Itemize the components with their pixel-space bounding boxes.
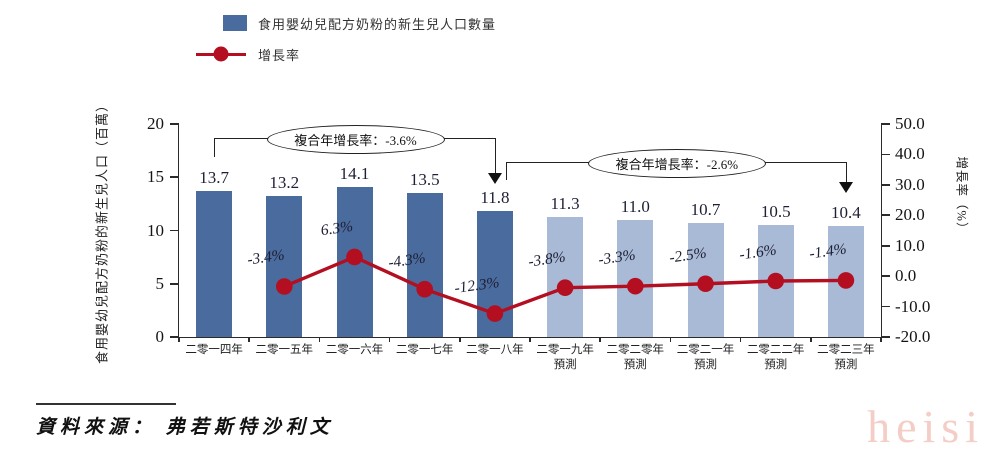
x-axis-boundary-tick (810, 337, 812, 342)
legend-item-newborns: 食用嬰幼兒配方奶粉的新生兒人口數量 (196, 12, 496, 34)
bar-value-label: 11.3 (550, 193, 580, 213)
right-axis-tick (881, 275, 890, 277)
bar-value-label: 13.2 (269, 173, 300, 193)
left-axis-tick (170, 123, 179, 125)
right-axis-tick-label: -20.0 (895, 327, 931, 346)
plot-area: 13.7 二零一四年 13.2 二零一五年 14.1 二零一六年 13.5 二零一七年 11.8… (147, 114, 930, 371)
source-text: 資料來源： 弗若斯特沙利文 (36, 417, 334, 438)
legend-item-growth-rate: 增長率 (196, 43, 496, 65)
growth-rate-marker (486, 305, 504, 322)
cagr-bracket-right-drop (845, 162, 847, 182)
right-axis-tick (881, 184, 890, 186)
right-axis-tick (881, 244, 890, 247)
bar-value-label: 13.5 (409, 170, 440, 190)
x-axis-boundary-tick (459, 337, 461, 342)
cagr-bracket-right-drop (494, 138, 496, 173)
growth-rate-marker (556, 279, 574, 297)
x-axis-label: 二零一六年 (325, 344, 384, 356)
growth-rate-marker (767, 272, 784, 290)
bar-value-label: 10.7 (690, 200, 721, 220)
cagr-arrow-down-icon (839, 182, 854, 193)
legend-label: 食用嬰幼兒配方奶粉的新生兒人口數量 (258, 16, 497, 32)
x-axis-boundary-tick (599, 337, 601, 342)
left-axis-tick-label: 10 (147, 220, 164, 240)
x-axis-label: 二零二二年 預測 (746, 344, 805, 371)
right-axis-tick (881, 123, 890, 125)
x-axis-label: 二零一八年 (466, 344, 524, 356)
right-axis-tick (881, 214, 890, 217)
right-axis-tick-label: 20.0 (895, 205, 925, 225)
right-axis-tick-label: 50.0 (895, 114, 925, 133)
x-axis-boundary-tick (880, 337, 882, 342)
bar-swatch-icon (223, 15, 247, 31)
x-axis-label: 二零二三年 預測 (817, 344, 875, 371)
x-axis-label: 二零二零年 預測 (606, 344, 665, 371)
cagr-bracket-left-drop (505, 162, 507, 180)
bar-value-label: 11.8 (480, 188, 510, 208)
left-axis-tick-label: 15 (147, 167, 164, 187)
growth-rate-marker (416, 280, 433, 298)
x-axis-label: 二零一四年 (185, 344, 243, 356)
x-axis-label: 二零一七年 (395, 344, 454, 356)
x-axis-boundary-tick (669, 337, 672, 342)
cagr-arrow-down-icon (488, 173, 503, 184)
growth-rate-marker (627, 277, 644, 295)
left-axis-tick (170, 282, 179, 285)
left-axis-title: 食用嬰幼兒配方奶粉的新生兒人口（百萬） (94, 97, 110, 365)
cagr-label-oval: 複合年增長率：-2.6% (587, 148, 766, 178)
right-axis-tick-label: 40.0 (895, 144, 925, 164)
bar-value-label: 10.4 (831, 203, 861, 223)
left-axis-tick (170, 229, 179, 232)
cagr-label-oval: 複合年增長率：-3.6% (266, 124, 445, 154)
x-axis-boundary-tick (178, 337, 180, 342)
right-axis-tick-label: 0.0 (895, 266, 917, 286)
x-axis-label: 二零一五年 (255, 344, 314, 356)
bar-value-label: 11.0 (620, 196, 650, 216)
bar-二零一九年 (547, 216, 584, 337)
x-axis-boundary-tick (739, 337, 742, 342)
right-axis-tick (881, 305, 890, 308)
x-axis-boundary-tick (318, 337, 321, 342)
right-axis-title: 增長率（%） (954, 156, 969, 236)
bar-二零一四年 (196, 191, 233, 337)
growth-rate-marker (346, 248, 363, 266)
source-divider (36, 403, 176, 405)
right-axis-tick (881, 336, 890, 338)
left-axis-tick-label: 0 (155, 327, 165, 346)
bar-value-label: 13.7 (199, 168, 229, 188)
x-axis-label: 二零一九年 預測 (536, 344, 594, 371)
bar-value-label: 10.5 (760, 202, 791, 222)
watermark-text: heisi (867, 401, 984, 452)
left-axis-tick (170, 176, 179, 179)
right-axis-tick (881, 153, 890, 156)
bar-二零一七年 (406, 193, 443, 337)
x-axis-boundary-tick (388, 337, 391, 342)
x-axis-boundary-tick (248, 337, 250, 342)
left-axis-tick-label: 5 (155, 273, 165, 293)
cagr-bracket-left-drop (214, 138, 216, 157)
growth-rate-marker (837, 272, 855, 289)
left-axis-tick (170, 336, 179, 338)
x-axis-boundary-tick (529, 337, 531, 342)
right-axis-tick-label: -10.0 (895, 296, 931, 316)
bar-二零一五年 (266, 196, 303, 337)
left-axis-tick-label: 20 (147, 114, 164, 133)
right-axis-tick-label: 10.0 (895, 235, 925, 255)
growth-rate-line (276, 248, 855, 322)
legend: 食用嬰幼兒配方奶粉的新生兒人口數量 增長率 (196, 12, 496, 74)
x-axis-label: 二零二一年 預測 (676, 344, 735, 371)
bar-value-label: 14.1 (339, 163, 370, 183)
line-swatch-icon (196, 46, 246, 62)
legend-label: 增長率 (258, 47, 301, 63)
right-axis-tick-label: 30.0 (895, 174, 925, 194)
growth-rate-marker (697, 275, 714, 293)
growth-rate-marker (276, 278, 293, 295)
